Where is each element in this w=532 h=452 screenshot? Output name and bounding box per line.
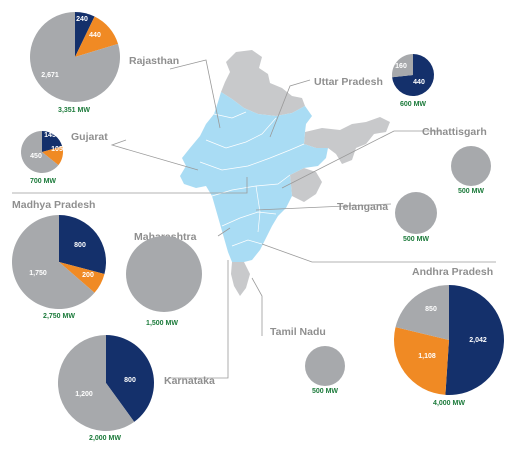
pie-value-label: 800 (124, 377, 136, 384)
total-telangana: 500 MW (403, 236, 429, 243)
pie-maharashtra (126, 236, 202, 312)
pie-slice-rajasthan-gray (30, 12, 121, 102)
map-northeast-grey-region (304, 117, 390, 164)
capacity-totals: 3,351 MW 600 MW 700 MW 500 MW 2,750 MW 5… (30, 101, 484, 442)
pie-value-label: 440 (89, 32, 101, 39)
leader-maharashtra (217, 227, 231, 237)
pie-value-label: 1,108 (418, 353, 436, 360)
label-tamil-nadu: Tamil Nadu (270, 326, 326, 338)
pie-karnataka: 800 1,200 (57, 335, 154, 432)
pie-slice-madhya-pradesh-gray (12, 215, 95, 309)
map-east-grey-region (290, 168, 322, 202)
pie-value-label: 450 (30, 153, 42, 160)
pie-tamil-nadu (305, 346, 345, 386)
pie-value-label: 850 (425, 306, 437, 313)
pie-value-label: 1,200 (75, 391, 93, 398)
pie-madhya-pradesh: 800 200 1,750 (12, 215, 107, 309)
pie-value-label: 200 (82, 272, 94, 279)
pie-slice-andhra-pradesh-navy (445, 285, 505, 396)
pie-slice-madhya-pradesh-navy (59, 215, 107, 274)
leader-lines (12, 59, 496, 379)
pie-slice-andhra-pradesh-gray (395, 285, 449, 340)
pie-slice-telangana-gray (395, 192, 437, 234)
total-maharashtra: 1,500 MW (146, 320, 178, 327)
label-karnataka: Karnataka (164, 375, 215, 387)
total-rajasthan: 3,351 MW (58, 107, 90, 114)
map-north-grey-region (221, 50, 305, 116)
pie-value-label: 145 (44, 132, 56, 139)
leader-tamil-nadu (251, 277, 263, 336)
leader-rajasthan (169, 59, 221, 129)
pie-slice-gujarat-orange (42, 146, 63, 166)
label-rajasthan: Rajasthan (129, 55, 179, 67)
map-blue-states (180, 92, 328, 262)
leader-uttar-pradesh (269, 79, 311, 138)
total-madhya-pradesh: 2,750 MW (43, 313, 75, 320)
pie-slice-karnataka-gray (57, 335, 135, 432)
pie-andhra-pradesh: 2,042 1,108 850 (394, 285, 505, 396)
state-labels: Rajasthan Uttar Pradesh Gujarat Chhattis… (12, 55, 493, 387)
pie-value-label: 800 (74, 242, 86, 249)
pie-slice-madhya-pradesh-orange (59, 262, 105, 293)
pie-value-label: 1,750 (29, 270, 47, 277)
total-andhra-pradesh: 4,000 MW (433, 400, 465, 407)
pie-uttar-pradesh: 440 160 (392, 54, 435, 96)
pie-slice-uttar-pradesh-gray (392, 54, 413, 78)
pie-slice-chhattisgarh-gray (451, 146, 491, 186)
label-madhya-pradesh: Madhya Pradesh (12, 199, 95, 211)
total-chhattisgarh: 500 MW (458, 188, 484, 195)
label-telangana: Telangana (337, 201, 388, 213)
pie-slice-maharashtra-gray (126, 236, 202, 312)
pie-value-label: 2,671 (41, 72, 59, 79)
pie-rajasthan: 240 440 2,671 (30, 12, 121, 102)
total-karnataka: 2,000 MW (89, 435, 121, 442)
label-chhattisgarh: Chhattisgarh (422, 126, 487, 138)
pie-value-label: 440 (413, 79, 425, 86)
label-gujarat: Gujarat (71, 131, 108, 143)
leader-telangana (255, 203, 392, 211)
leader-chhattisgarh (281, 130, 440, 189)
leader-karnataka (168, 260, 229, 379)
pie-gujarat: 145 105 450 (20, 131, 63, 173)
label-uttar-pradesh: Uttar Pradesh (314, 76, 383, 88)
leader-madhya-pradesh (12, 177, 248, 194)
map-south-grey-tip (231, 262, 250, 296)
total-uttar-pradesh: 600 MW (400, 101, 426, 108)
pie-value-label: 240 (76, 16, 88, 23)
capacity-pies: 240 440 2,671 440 160 145 105 450 800 200 1,750 2,0… (12, 12, 505, 432)
pie-chhattisgarh (451, 146, 491, 186)
pie-slice-uttar-pradesh-navy (392, 54, 435, 96)
pie-telangana (395, 192, 437, 234)
pie-slice-andhra-pradesh-orange (394, 327, 449, 395)
pie-slice-karnataka-navy (106, 335, 154, 422)
leader-andhra-pradesh (261, 243, 496, 263)
pie-value-label: 160 (395, 63, 407, 70)
leader-gujarat (110, 139, 199, 171)
pie-value-label: 105 (51, 146, 63, 153)
pie-slice-rajasthan-navy (75, 12, 95, 57)
pie-slice-gujarat-gray (20, 131, 59, 173)
label-andhra-pradesh: Andhra Pradesh (412, 266, 493, 278)
pie-value-label: 2,042 (469, 337, 487, 344)
total-gujarat: 700 MW (30, 178, 56, 185)
pie-slice-rajasthan-orange (75, 16, 119, 57)
pie-slice-tamil-nadu-gray (305, 346, 345, 386)
india-map (180, 50, 390, 296)
pie-slice-gujarat-navy (42, 131, 63, 152)
total-tamil-nadu: 500 MW (312, 388, 338, 395)
